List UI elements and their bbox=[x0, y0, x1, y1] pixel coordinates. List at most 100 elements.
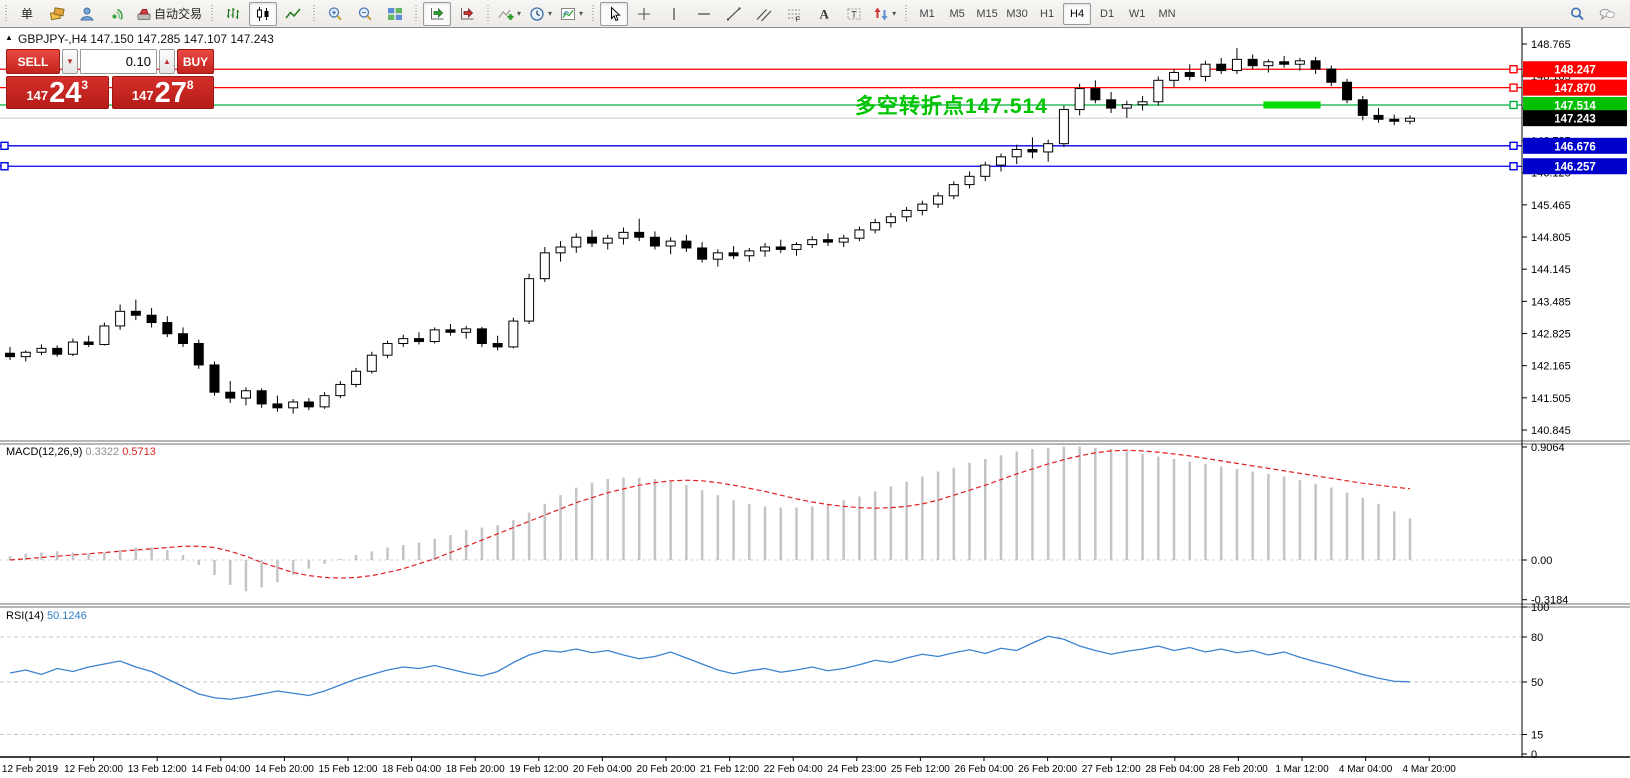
candle bbox=[178, 327, 189, 347]
macd-axis-label: 0.9064 bbox=[1531, 442, 1565, 454]
level-line-handle[interactable] bbox=[1509, 100, 1518, 110]
volume-input[interactable]: 0.10 bbox=[80, 49, 157, 74]
level-line-handle[interactable] bbox=[1509, 162, 1518, 171]
toolbar-group-grip[interactable] bbox=[590, 4, 596, 23]
arrows-button[interactable]: ▾ bbox=[870, 2, 899, 26]
dropdown-caret-icon: ▾ bbox=[548, 9, 553, 18]
toolbar-group-grip[interactable] bbox=[3, 4, 8, 23]
timeframe-h1-button[interactable]: H1 bbox=[1040, 7, 1055, 20]
candle bbox=[303, 398, 314, 411]
timeframe-mn-button[interactable]: MN bbox=[1158, 7, 1176, 20]
candle-body bbox=[618, 231, 629, 239]
timeframe-m5-button[interactable]: M5 bbox=[949, 7, 965, 20]
crosshair-button[interactable] bbox=[630, 2, 658, 26]
new-order-button[interactable]: 单 bbox=[13, 2, 41, 26]
pivot-zone-highlight[interactable] bbox=[1263, 101, 1321, 109]
indicators-button[interactable]: ▾ bbox=[495, 2, 524, 26]
candle-body bbox=[366, 354, 377, 372]
timeframe-d1-button[interactable]: D1 bbox=[1100, 7, 1115, 20]
tile-windows-button[interactable] bbox=[381, 2, 409, 26]
candle bbox=[1294, 57, 1305, 71]
price-badge bbox=[1523, 61, 1627, 78]
rsi-line bbox=[9, 635, 1410, 700]
signals-button[interactable] bbox=[103, 2, 131, 26]
candle bbox=[1247, 54, 1258, 70]
fibonacci-button[interactable]: F bbox=[780, 2, 808, 26]
bar-chart-button[interactable] bbox=[219, 2, 247, 26]
level-line-handle[interactable] bbox=[0, 162, 9, 171]
price-badge-label: 148.247 bbox=[1554, 65, 1596, 77]
market-watch-button[interactable] bbox=[73, 2, 101, 26]
auto-scroll-button[interactable] bbox=[423, 1, 452, 26]
volume-decrease-button[interactable]: ▼ bbox=[62, 49, 78, 74]
level-line-handle[interactable] bbox=[1509, 65, 1518, 74]
candle bbox=[1310, 56, 1321, 74]
candle-body bbox=[413, 338, 424, 343]
sell-button[interactable]: SELL bbox=[6, 49, 60, 74]
dropdown-caret-icon: ▾ bbox=[517, 9, 522, 18]
timeframe-w1-button[interactable]: W1 bbox=[1128, 7, 1146, 20]
candle-body bbox=[1027, 149, 1038, 153]
signal-icon bbox=[112, 8, 123, 20]
candle-body bbox=[539, 252, 550, 280]
chat-button[interactable] bbox=[1593, 2, 1621, 26]
timeframe-m30-button[interactable]: M30 bbox=[1006, 7, 1028, 20]
buy-price-button[interactable]: 147 27 8 bbox=[111, 76, 214, 109]
candle-body bbox=[1373, 114, 1384, 120]
toolbar-group-grip[interactable] bbox=[209, 4, 215, 23]
level-line-handle[interactable] bbox=[0, 141, 9, 151]
horizontal-line-button[interactable] bbox=[690, 2, 718, 26]
candle bbox=[508, 317, 519, 349]
candle bbox=[917, 200, 928, 216]
level-line-handle[interactable] bbox=[1509, 83, 1518, 92]
candle bbox=[539, 246, 550, 283]
charts-button[interactable] bbox=[43, 2, 71, 26]
price-badge bbox=[1523, 158, 1627, 175]
time-axis-label: 26 Feb 20:00 bbox=[1018, 764, 1077, 775]
volume-increase-button[interactable]: ▲ bbox=[159, 49, 175, 74]
dropdown-caret-icon: ▾ bbox=[892, 9, 897, 18]
timeframe-m15-button[interactable]: M15 bbox=[976, 7, 998, 20]
candle bbox=[240, 387, 251, 406]
price-axis-label: 142.165 bbox=[1531, 361, 1571, 373]
candle-body bbox=[382, 342, 393, 356]
label-button[interactable]: T bbox=[840, 2, 868, 26]
autotrading-button[interactable]: 自动交易 bbox=[133, 2, 205, 26]
text-button[interactable]: A bbox=[810, 2, 838, 26]
toolbar-group-grip[interactable] bbox=[903, 4, 909, 23]
timeframe-m1-button[interactable]: M1 bbox=[919, 7, 935, 20]
candle bbox=[319, 392, 330, 409]
candle bbox=[1279, 55, 1290, 68]
toolbar-group-grip[interactable] bbox=[413, 4, 419, 23]
toolbar-group-grip[interactable] bbox=[485, 4, 491, 23]
candle-body bbox=[933, 195, 944, 205]
timeframe-h4-button[interactable]: H4 bbox=[1063, 2, 1092, 25]
templates-button[interactable]: ▾ bbox=[557, 2, 586, 26]
cursor-button[interactable] bbox=[600, 1, 629, 26]
candle bbox=[571, 233, 582, 253]
candle bbox=[492, 335, 503, 351]
trade-panel-toggle-icon[interactable]: ▲ bbox=[5, 33, 13, 42]
candlestick-button[interactable] bbox=[249, 1, 278, 26]
trendline-button[interactable] bbox=[720, 2, 748, 26]
candle bbox=[1106, 92, 1117, 113]
level-line-handle[interactable] bbox=[1509, 141, 1518, 151]
zoom-out-button[interactable] bbox=[351, 2, 379, 26]
candle bbox=[775, 239, 786, 253]
line-chart-button[interactable] bbox=[279, 2, 307, 26]
toolbar-group-grip[interactable] bbox=[311, 4, 317, 23]
tiles-icon bbox=[388, 7, 403, 20]
zoom-in-button[interactable] bbox=[321, 2, 349, 26]
sell-price-button[interactable]: 147 24 3 bbox=[6, 76, 109, 109]
text-icon: A bbox=[820, 6, 830, 21]
candle-body bbox=[602, 237, 613, 244]
chart-shift-button[interactable] bbox=[453, 2, 481, 26]
vertical-line-button[interactable] bbox=[660, 2, 688, 26]
search-button[interactable] bbox=[1563, 2, 1591, 26]
price-badge-label: 147.870 bbox=[1554, 83, 1596, 95]
periods-button[interactable]: ▾ bbox=[526, 2, 555, 26]
channel-button[interactable] bbox=[750, 2, 778, 26]
buy-button[interactable]: BUY bbox=[177, 49, 214, 74]
candle bbox=[1184, 64, 1195, 81]
candle-body bbox=[712, 252, 723, 260]
